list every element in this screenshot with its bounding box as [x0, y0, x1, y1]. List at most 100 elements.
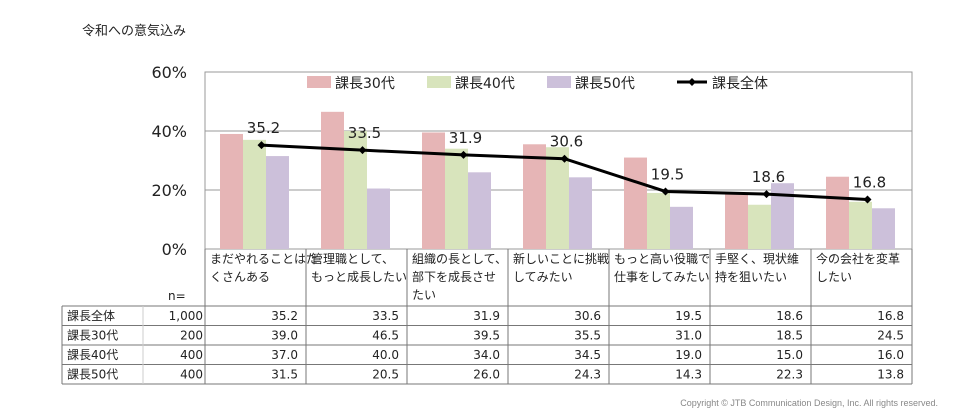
bar-1 — [624, 157, 647, 249]
bar-2 — [445, 148, 468, 249]
table-n-value: 1,000 — [169, 309, 203, 323]
legend-label: 課長30代 — [335, 76, 395, 92]
table-row-label: 課長40代 — [67, 347, 118, 362]
table-cell-value: 15.0 — [776, 348, 803, 362]
bar-1 — [523, 144, 546, 249]
category-label: したい — [816, 270, 852, 284]
line-data-label: 30.6 — [550, 133, 583, 151]
table-cell-value: 13.8 — [877, 368, 904, 382]
table-cell-value: 35.2 — [271, 309, 298, 323]
table-cell-value: 24.3 — [574, 368, 601, 382]
table-row-label: 課長50代 — [67, 367, 118, 382]
table-row-label: 課長全体 — [67, 308, 115, 323]
category-label: まだやれることはた — [210, 252, 318, 266]
table-cell-value: 34.0 — [473, 348, 500, 362]
table-n-value: 200 — [180, 329, 203, 343]
y-tick-label: 0% — [162, 240, 187, 259]
bar-2 — [344, 131, 367, 249]
table-cell-value: 39.5 — [473, 329, 500, 343]
table-cell-value: 46.5 — [372, 329, 399, 343]
category-label: 今の会社を変革 — [816, 251, 900, 266]
table-cell-value: 39.0 — [271, 329, 298, 343]
table-cell-value: 35.5 — [574, 329, 601, 343]
table-cell-value: 16.0 — [877, 348, 904, 362]
table-cell-value: 14.3 — [675, 368, 702, 382]
line-data-label: 31.9 — [449, 129, 482, 147]
legend-label: 課長全体 — [712, 75, 768, 92]
table-cell-value: 34.5 — [574, 348, 601, 362]
table-n-value: 400 — [180, 348, 203, 362]
category-label: 組織の長として、 — [412, 252, 507, 266]
table-cell-value: 40.0 — [372, 348, 399, 362]
bar-3 — [771, 183, 794, 249]
bar-3 — [872, 208, 895, 249]
line-marker — [560, 154, 569, 163]
line-marker — [661, 187, 670, 196]
bar-1 — [321, 111, 344, 249]
bar-3 — [266, 156, 289, 249]
category-label: 仕事をしてみたい — [614, 270, 710, 284]
category-label: 新しいことに挑戦 — [513, 251, 609, 266]
line-data-label: 16.8 — [853, 173, 886, 191]
bar-2 — [849, 201, 872, 249]
line-marker — [863, 195, 872, 204]
line-data-label: 19.5 — [651, 165, 684, 183]
table-row-label: 課長30代 — [67, 328, 118, 343]
category-label: たい — [412, 288, 436, 302]
y-tick-label: 60% — [151, 63, 187, 82]
table-cell-value: 37.0 — [271, 348, 298, 362]
table-cell-value: 19.0 — [675, 348, 702, 362]
bar-3 — [367, 188, 390, 249]
bar-3 — [468, 172, 491, 249]
table-cell-value: 30.6 — [574, 309, 601, 323]
line-marker — [358, 146, 367, 155]
legend-label: 課長40代 — [455, 76, 515, 92]
legend-swatch — [427, 76, 451, 88]
table-cell-value: 26.0 — [473, 368, 500, 382]
copyright-notice: Copyright © JTB Communication Design, In… — [680, 398, 938, 408]
bar-2 — [647, 192, 670, 249]
line-marker — [762, 190, 771, 199]
table-n-value: 400 — [180, 368, 203, 382]
bar-1 — [826, 176, 849, 249]
line-marker — [459, 150, 468, 159]
bar-2 — [748, 204, 771, 249]
category-label: 持を狙いたい — [715, 269, 787, 284]
line-data-label: 35.2 — [247, 119, 280, 137]
line-data-label: 33.5 — [348, 124, 381, 142]
category-label: もっと高い役職で — [614, 251, 710, 266]
chart-title: 令和への意気込み — [82, 24, 187, 39]
y-tick-label: 20% — [151, 181, 187, 200]
category-label: もっと成長したい — [311, 270, 407, 284]
bar-1 — [220, 133, 243, 249]
bar-2 — [243, 139, 266, 249]
category-label: してみたい — [513, 270, 573, 284]
bar-1 — [422, 132, 445, 249]
legend-label: 課長50代 — [575, 76, 635, 92]
table-cell-value: 24.5 — [877, 329, 904, 343]
table-cell-value: 18.6 — [776, 309, 803, 323]
legend-swatch — [547, 76, 571, 88]
bar-2 — [546, 147, 569, 249]
bar-1 — [725, 194, 748, 249]
table-cell-value: 31.5 — [271, 368, 298, 382]
category-label: 手堅く、現状維 — [715, 252, 799, 266]
table-cell-value: 19.5 — [675, 309, 702, 323]
table-cell-value: 16.8 — [877, 309, 904, 323]
bar-3 — [569, 177, 592, 249]
table-cell-value: 22.3 — [776, 368, 803, 382]
table-cell-value: 31.9 — [473, 309, 500, 323]
line-data-label: 18.6 — [752, 168, 785, 186]
table-cell-value: 20.5 — [372, 368, 399, 382]
table-cell-value: 33.5 — [372, 309, 399, 323]
table-cell-value: 31.0 — [675, 329, 702, 343]
category-label: くさんある — [210, 270, 270, 284]
table-cell-value: 18.5 — [776, 329, 803, 343]
line-marker — [257, 141, 266, 150]
y-tick-label: 40% — [151, 122, 187, 141]
bar-3 — [670, 206, 693, 249]
category-label: 部下を成長させ — [412, 269, 496, 284]
n-header: n= — [168, 289, 186, 303]
legend-swatch — [307, 76, 331, 88]
